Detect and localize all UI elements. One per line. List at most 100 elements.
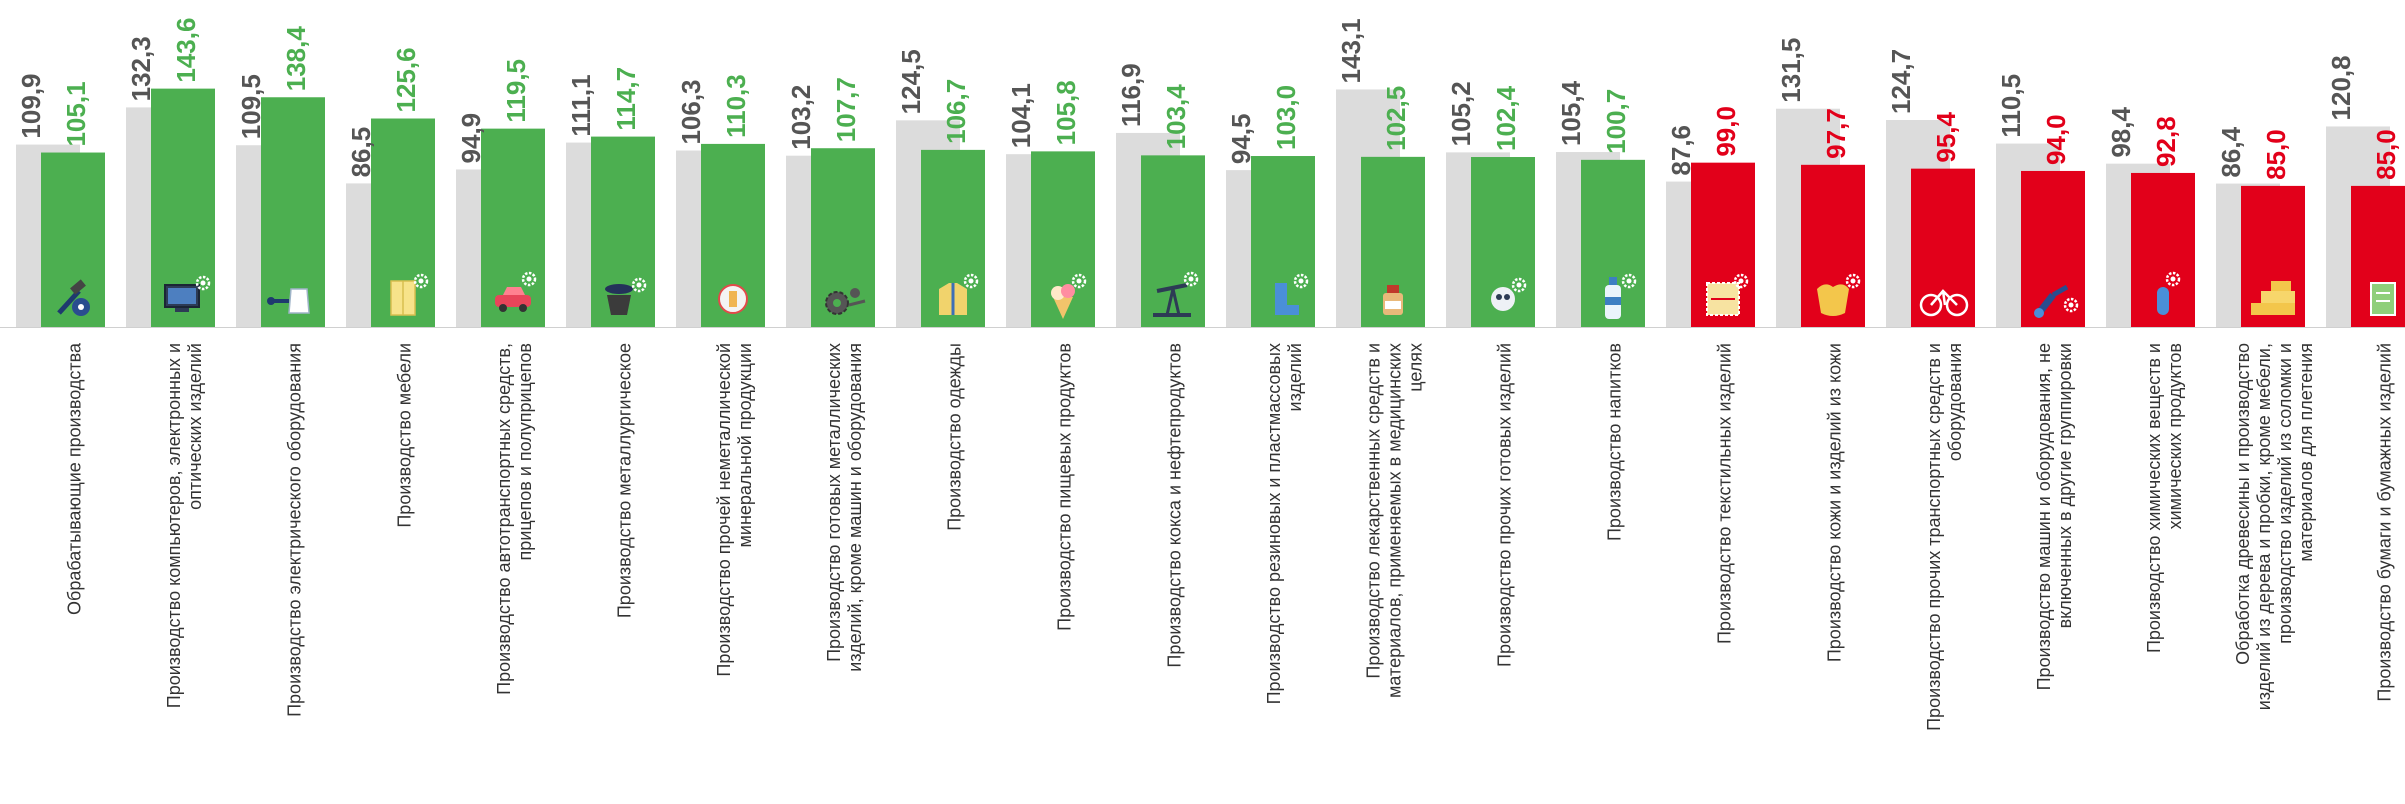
category-group: 109,5 138,4 Производство электрического об… — [236, 26, 325, 717]
prev-value-label: 105,2 — [1446, 81, 1476, 146]
prev-value-label: 94,5 — [1226, 114, 1256, 165]
category-group: 106,3 110,3 Производство прочей неметаллич… — [676, 74, 765, 677]
category-label: Производство компьютеров, электронных ио… — [164, 343, 205, 708]
prev-value-label: 103,2 — [786, 85, 816, 150]
current-value-label: 94,0 — [2041, 114, 2071, 165]
category-label: Производство прочей неметаллическойминер… — [714, 343, 755, 677]
ice-cream-icon — [1051, 273, 1087, 319]
water-bottle-icon — [1605, 273, 1637, 319]
category-label: Производство прочих транспортных средств… — [1924, 343, 1965, 731]
category-label: Производство машин и оборудования, невкл… — [2034, 343, 2075, 690]
category-group: 110,5 94,0 Производство машин и оборудован… — [1996, 74, 2085, 690]
prev-value-label: 143,1 — [1336, 18, 1366, 83]
monitor-icon — [164, 275, 211, 312]
category-group: 105,2 102,4 Производство прочих готовых из… — [1446, 81, 1535, 667]
prev-value-label: 132,3 — [126, 36, 156, 101]
toy-robot-icon — [1491, 277, 1527, 311]
current-bar — [1141, 155, 1205, 327]
category-group: 143,1 102,5 Производство лекарственных сре… — [1336, 18, 1426, 698]
category-group: 98,4 92,8 Производство химических веществ … — [2106, 107, 2195, 653]
category-group: 104,1 105,8 Производство пищевых продуктов — [1006, 80, 1095, 631]
category-label: Производство готовых металлическихиздели… — [824, 343, 865, 672]
prev-value-label: 105,4 — [1556, 80, 1586, 146]
prev-value-label: 110,5 — [1996, 74, 2026, 138]
prev-value-label: 106,3 — [676, 79, 706, 144]
prev-value-label: 86,4 — [2216, 126, 2246, 177]
current-value-label: 102,5 — [1381, 86, 1411, 151]
category-label: Производство автотранспортных средств,пр… — [494, 343, 535, 695]
category-group: 87,6 99,0 Производство текстильных изделий — [1666, 106, 1755, 644]
category-label: Производство мебели — [395, 343, 415, 528]
category-label: Производство текстильных изделий — [1715, 343, 1735, 644]
rubber-boot-icon — [1275, 273, 1309, 315]
current-value-label: 97,7 — [1821, 108, 1851, 159]
current-value-label: 85,0 — [2261, 129, 2291, 180]
current-value-label: 107,7 — [831, 77, 861, 142]
current-value-label: 106,7 — [941, 79, 971, 144]
current-value-label: 105,8 — [1051, 80, 1081, 145]
category-group: 124,7 95,4 Производство прочих транспортны… — [1886, 49, 1975, 731]
bicycle-icon — [1919, 289, 1969, 317]
current-bar — [2021, 170, 2085, 327]
gears-icon — [825, 288, 866, 315]
category-label: Производство напитков — [1605, 343, 1625, 541]
category-label: Производство химических веществ ихимичес… — [2144, 343, 2185, 653]
category-group: 132,3 143,6 Производство компьютеров, элек… — [126, 18, 215, 708]
prev-value-label: 86,5 — [346, 127, 376, 178]
current-value-label: 100,7 — [1601, 89, 1631, 154]
car-icon — [495, 271, 537, 312]
lumber-stack-icon — [2251, 281, 2295, 315]
current-value-label: 138,4 — [281, 26, 311, 92]
category-group: 116,9 103,4 Производство кокса и нефтепрод… — [1116, 63, 1205, 668]
category-label: Производство пищевых продуктов — [1055, 343, 1075, 631]
category-group: 109,9 105,1 Обрабатывающие производства — [16, 73, 105, 615]
paper-sheet-icon — [2370, 282, 2396, 316]
current-value-label: 110,3 — [721, 74, 751, 138]
current-value-label: 99,0 — [1711, 106, 1741, 157]
leather-hide-icon — [1817, 273, 1861, 316]
category-group: 86,5 125,6 Производство мебели — [346, 47, 435, 528]
grinder-disc-icon — [718, 284, 748, 314]
category-label: Производство бумаги и бумажных изделий — [2375, 343, 2395, 702]
category-group: 94,9 119,5 Производство автотранспортных с… — [456, 59, 545, 695]
robot-arm-icon — [2034, 284, 2079, 318]
current-value-label: 95,4 — [1931, 111, 1961, 162]
category-label: Обрабатывающие производства — [65, 342, 85, 615]
current-value-label: 103,0 — [1271, 85, 1301, 150]
prev-value-label: 98,4 — [2106, 107, 2136, 158]
current-value-label: 92,8 — [2151, 116, 2181, 167]
category-label: Производство лекарственных средств имате… — [1364, 343, 1426, 698]
category-group: 131,5 97,7 Производство кожи и изделий из … — [1776, 38, 1865, 662]
prev-value-label: 104,1 — [1006, 83, 1036, 148]
current-value-label: 119,5 — [501, 59, 531, 123]
prev-value-label: 120,8 — [2326, 55, 2356, 120]
category-label: Производство металлургическое — [615, 343, 635, 618]
prev-value-label: 94,9 — [456, 113, 486, 164]
current-value-label: 125,6 — [391, 47, 421, 112]
current-value-label: 114,7 — [611, 67, 641, 131]
prev-value-label: 87,6 — [1666, 125, 1696, 176]
fabric-swatch-icon — [1706, 273, 1749, 316]
ladle-icon — [605, 277, 647, 315]
category-label: Производство резиновых и пластмассовыхиз… — [1264, 343, 1305, 704]
category-group: 111,1 114,7 Производство металлургическое — [566, 67, 655, 618]
prev-value-label: 111,1 — [566, 74, 596, 136]
prev-value-label: 124,7 — [1886, 49, 1916, 114]
kettle-plug-icon — [267, 288, 310, 314]
prev-value-label: 116,9 — [1116, 63, 1146, 127]
category-label: Обработка древесины и производствоиздели… — [2233, 343, 2316, 710]
prev-value-label: 131,5 — [1776, 38, 1806, 103]
hammer-gear-icon — [57, 279, 90, 316]
current-value-label: 102,4 — [1491, 85, 1521, 151]
test-tube-icon — [2157, 271, 2181, 315]
category-label: Производство кокса и нефтепродуктов — [1165, 343, 1185, 668]
category-group: 86,4 85,0 Обработка древесины и производст… — [2216, 126, 2316, 710]
category-group: 105,4 100,7 Производство напитков — [1556, 80, 1645, 541]
current-value-label: 105,1 — [61, 81, 91, 146]
category-label: Производство одежды — [945, 343, 965, 531]
oil-pump-icon — [1153, 271, 1199, 317]
category-group: 124,5 106,7 Производство одежды — [896, 49, 985, 531]
jacket-icon — [939, 273, 979, 315]
medicine-bottle-icon — [1383, 285, 1403, 315]
